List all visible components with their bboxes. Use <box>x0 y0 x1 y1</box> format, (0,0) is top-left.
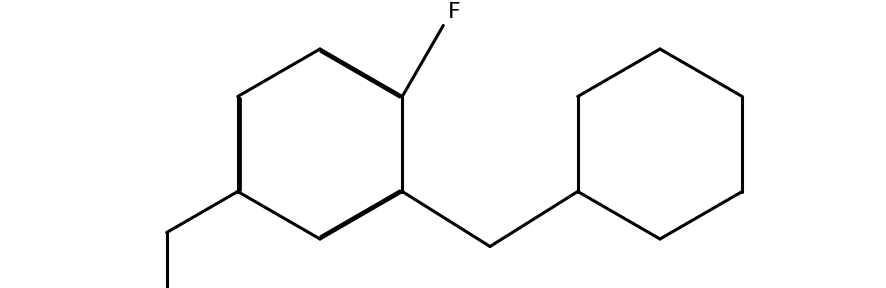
Text: F: F <box>448 3 461 22</box>
